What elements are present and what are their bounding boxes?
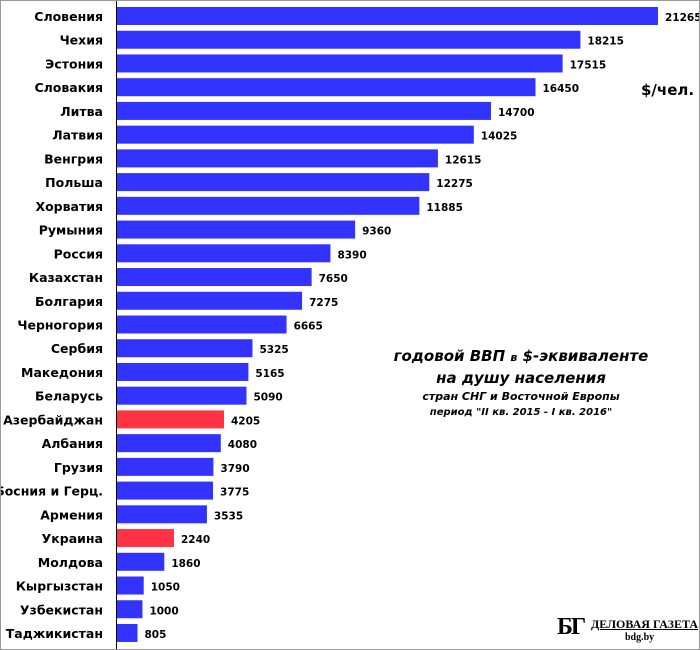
category-label: Молдова — [38, 555, 103, 570]
category-label: Словения — [34, 9, 103, 24]
bar — [117, 54, 563, 73]
bar — [117, 434, 221, 453]
bar — [117, 552, 165, 571]
category-label: Армения — [40, 507, 103, 522]
data-label: 7650 — [319, 273, 348, 285]
category-label: Грузия — [54, 460, 103, 475]
bar — [117, 481, 214, 500]
publisher-logo: БГ ДЕЛОВАЯ ГАЗЕТА bdg.by — [557, 613, 699, 647]
bar — [117, 149, 438, 168]
chart-annotation: годовой ВВП в $-эквиваленте на душу насе… — [386, 346, 656, 421]
data-label: 14025 — [481, 131, 518, 143]
category-label: Албания — [42, 436, 103, 451]
data-label: 5165 — [255, 368, 284, 380]
data-label: 4205 — [231, 415, 260, 427]
category-label: Хорватия — [35, 199, 103, 214]
bar — [117, 505, 207, 524]
data-label: 5090 — [253, 392, 282, 404]
category-label: Чехия — [60, 33, 103, 48]
category-label: Кыргызстан — [16, 579, 103, 594]
data-label: 12275 — [436, 178, 473, 190]
category-label: Беларусь — [35, 389, 103, 404]
bar — [117, 362, 249, 381]
category-label: Румыния — [39, 223, 103, 238]
bar — [117, 386, 247, 405]
category-label: Латвия — [52, 128, 103, 143]
chart-title: годовой ВВП в $-эквиваленте — [393, 347, 649, 365]
bar — [117, 7, 658, 25]
data-label: 6665 — [294, 320, 323, 332]
category-label: Эстония — [45, 56, 103, 71]
bar — [117, 244, 331, 263]
data-label: 3775 — [220, 487, 249, 499]
data-label: 7275 — [309, 297, 338, 309]
bar — [117, 457, 214, 476]
logo-name: ДЕЛОВАЯ ГАЗЕТА — [591, 617, 699, 631]
category-label: Азербайджан — [3, 412, 103, 427]
data-label: 1050 — [151, 582, 180, 594]
data-label: 3535 — [214, 510, 243, 522]
bar — [117, 291, 303, 310]
unit-label: $/чел. — [641, 81, 695, 99]
data-label: 4080 — [228, 439, 257, 451]
category-label: Казахстан — [29, 270, 103, 285]
data-label: 805 — [144, 629, 166, 641]
category-label: Венгрия — [44, 151, 103, 166]
category-label: Польша — [45, 175, 103, 190]
data-label: 1000 — [149, 605, 178, 617]
bar — [117, 268, 312, 287]
logo-mark: БГ — [557, 614, 586, 640]
category-label: Черногория — [17, 317, 103, 332]
bar — [117, 101, 491, 120]
data-label: 14700 — [498, 107, 535, 119]
data-label: 17515 — [570, 59, 607, 71]
bar — [117, 339, 253, 358]
data-label: 21265 — [665, 12, 699, 24]
bar — [117, 623, 138, 642]
category-label: Словакия — [34, 80, 103, 95]
data-label: 18215 — [587, 36, 624, 48]
chart-subtitle: стран СНГ и Восточной Европы — [422, 390, 620, 403]
category-label: Таджикистан — [6, 626, 103, 641]
bar — [117, 600, 143, 619]
bar — [117, 30, 581, 49]
chart-title-line2: на душу населения — [436, 369, 606, 387]
category-label: Македония — [21, 365, 103, 380]
data-label: 5325 — [259, 344, 288, 356]
data-label: 2240 — [181, 534, 210, 546]
data-label: 3790 — [220, 463, 249, 475]
data-label: 11885 — [426, 202, 463, 214]
category-label: Литва — [60, 104, 103, 119]
bar — [117, 529, 174, 548]
data-label: 12615 — [445, 154, 482, 166]
category-label: Узбекистан — [20, 602, 103, 617]
logo-site: bdg.by — [625, 632, 655, 643]
category-label: Сербия — [51, 341, 103, 356]
data-label: 16450 — [543, 83, 580, 95]
category-label: Украина — [42, 531, 103, 546]
bar — [117, 196, 420, 215]
bar — [117, 78, 536, 97]
bar — [117, 315, 287, 334]
bar — [117, 125, 474, 144]
bar — [117, 173, 430, 192]
data-label: 1860 — [171, 558, 200, 570]
bar — [117, 220, 356, 239]
category-label: Босния и Герц. — [1, 484, 103, 499]
bar — [117, 410, 224, 429]
chart-period: период "II кв. 2015 - I кв. 2016" — [429, 407, 613, 418]
data-label: 8390 — [337, 249, 366, 261]
category-label: Болгария — [35, 294, 103, 309]
data-label: 9360 — [362, 226, 391, 238]
bar — [117, 576, 144, 595]
category-label: Россия — [54, 246, 103, 261]
